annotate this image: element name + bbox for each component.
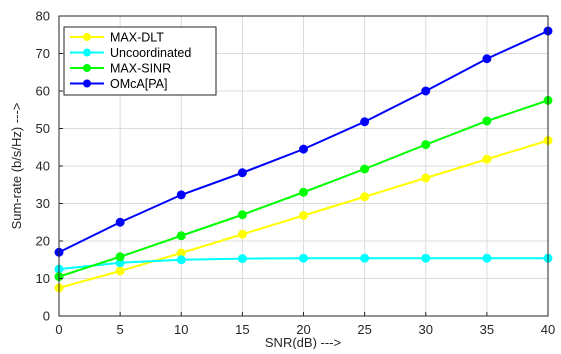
data-point <box>115 217 125 227</box>
axis-ticks: 0 5 10 15 20 25 30 35 40 0 10 20 30 40 50 60 70 80 <box>36 9 556 338</box>
data-point <box>299 253 308 263</box>
legend-entry-label: MAX-SINR <box>110 62 171 76</box>
legend-entry-label: Uncoordinated <box>110 46 191 60</box>
y-tick-label: 50 <box>36 121 50 136</box>
legend-entry-label: MAX-DLT <box>110 31 164 45</box>
y-tick-label: 20 <box>36 234 50 249</box>
data-point <box>482 54 492 64</box>
data-point <box>360 117 370 127</box>
data-point <box>360 253 370 263</box>
data-point <box>115 266 125 276</box>
y-tick-label: 30 <box>36 196 50 211</box>
data-point <box>482 253 492 263</box>
data-point <box>176 231 186 241</box>
legend-swatch-marker <box>83 64 91 72</box>
data-point <box>237 210 247 220</box>
x-tick-label: 15 <box>235 322 249 337</box>
data-point <box>237 168 247 178</box>
series-uncoordinated <box>54 253 553 274</box>
data-point <box>299 187 308 197</box>
y-tick-label: 40 <box>36 159 50 174</box>
x-tick-label: 10 <box>174 322 188 337</box>
data-point <box>482 154 492 164</box>
x-tick-label: 30 <box>419 322 433 337</box>
legend-entry-label: OMcA[PA] <box>110 77 167 91</box>
series-max-sinr <box>54 95 553 282</box>
x-tick-label: 20 <box>296 322 310 337</box>
data-point <box>176 190 186 200</box>
legend-swatch-marker <box>83 79 91 88</box>
data-point <box>176 255 186 265</box>
x-axis-label: SNR(dB) ---> <box>265 335 341 349</box>
y-axis-label: Sum-rate (b/s/Hz) ---> <box>9 103 24 230</box>
data-point <box>237 254 247 264</box>
x-tick-label: 25 <box>357 322 371 337</box>
legend-swatch-marker <box>83 33 91 41</box>
data-point <box>421 173 431 183</box>
x-tick-label: 40 <box>541 322 555 337</box>
series-lines <box>54 26 553 293</box>
x-tick-label: 5 <box>117 322 124 337</box>
data-point <box>421 86 431 96</box>
data-point <box>299 211 308 220</box>
y-tick-label: 0 <box>43 309 50 324</box>
y-tick-label: 10 <box>36 271 50 286</box>
y-tick-label: 70 <box>36 46 50 61</box>
x-tick-label: 35 <box>480 322 494 337</box>
data-point <box>421 140 431 150</box>
data-point <box>360 164 370 174</box>
x-tick-label: 0 <box>55 322 62 337</box>
legend-swatch-marker <box>83 48 91 57</box>
series-max-dlt <box>54 136 553 293</box>
data-point <box>482 116 492 126</box>
data-point <box>115 252 125 262</box>
y-tick-label: 60 <box>36 84 50 99</box>
data-point <box>299 144 308 154</box>
data-point <box>360 192 370 202</box>
y-tick-label: 80 <box>36 9 50 24</box>
data-point <box>237 229 247 239</box>
data-point <box>421 253 431 263</box>
